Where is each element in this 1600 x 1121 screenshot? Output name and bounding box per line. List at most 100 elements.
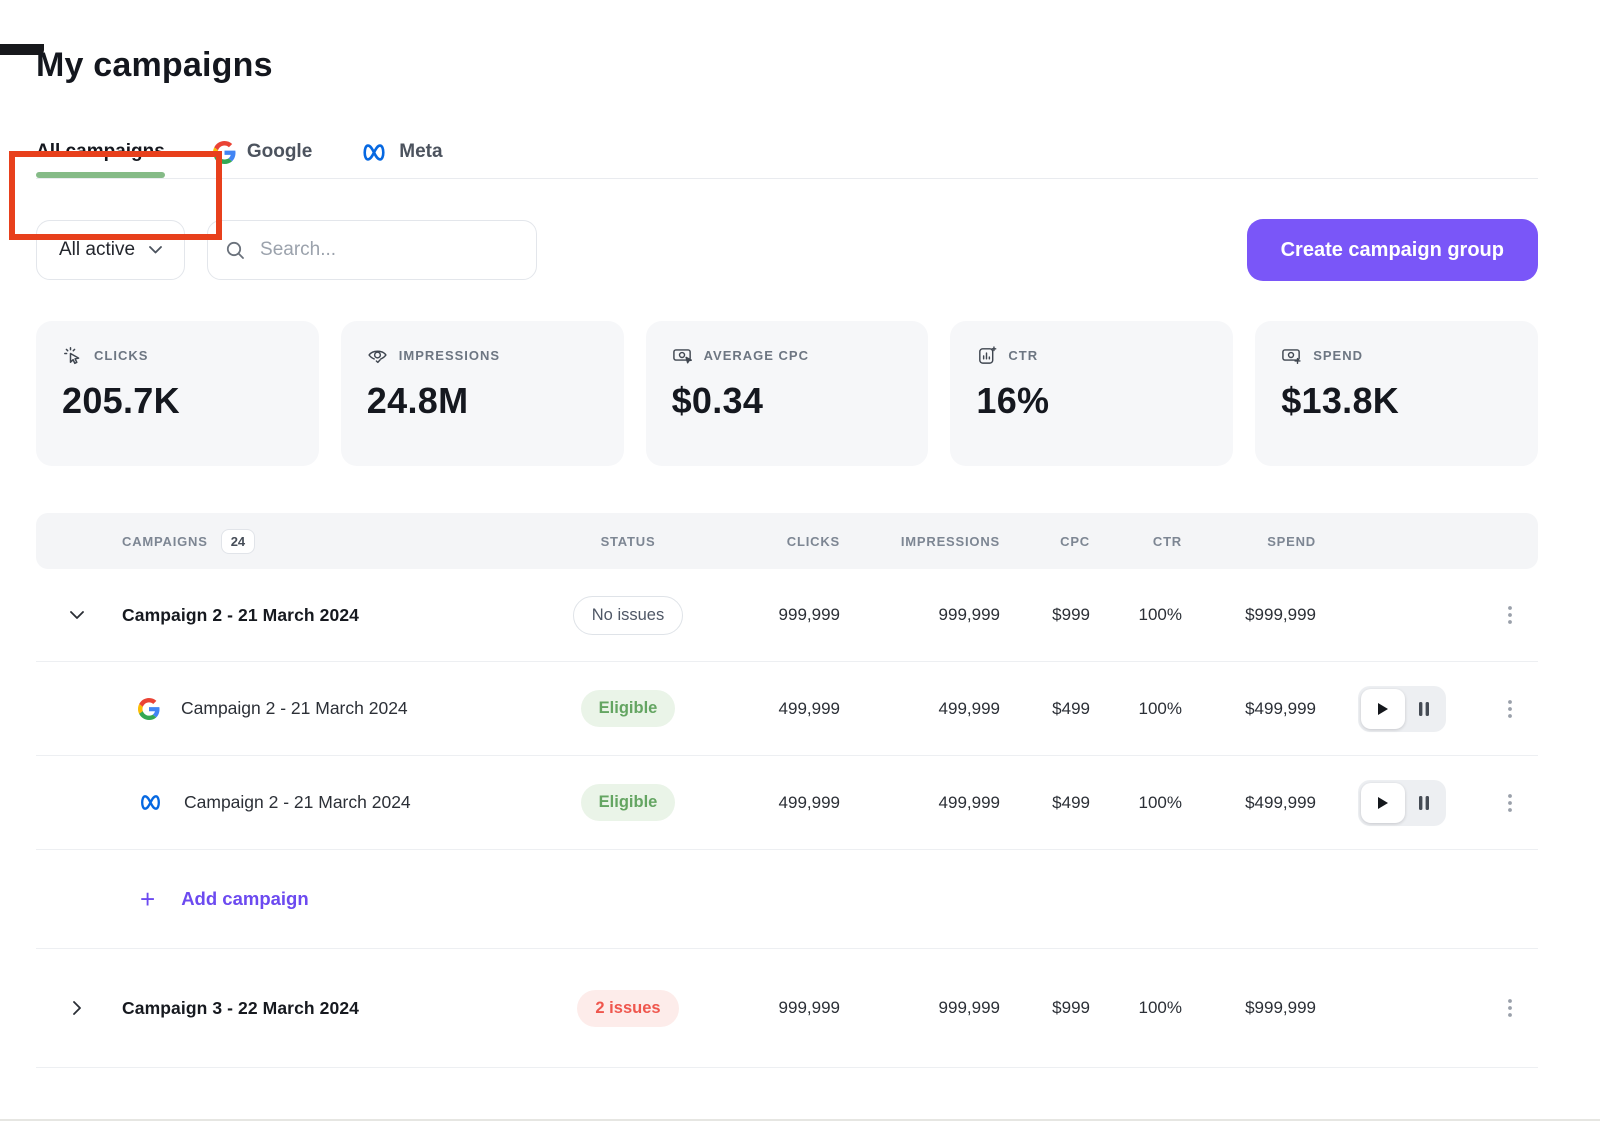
stat-label: AVERAGE CPC [703, 348, 809, 363]
status-badge: Eligible [580, 784, 676, 821]
spend-value: $999,999 [1245, 998, 1316, 1017]
table-header-row: CAMPAIGNS 24 STATUS CLICKS IMPRESSIONS C… [36, 513, 1538, 569]
pause-button[interactable] [1405, 689, 1443, 729]
stats-cards: CLICKS 205.7K IMPRESSIONS 24.8M [36, 321, 1538, 466]
table-row: + Add campaign [36, 850, 1538, 949]
campaign-name: Campaign 2 - 21 March 2024 [181, 698, 408, 718]
table-row[interactable]: Campaign 3 - 22 March 2024 2 issues 999,… [36, 949, 1538, 1068]
chevron-right-icon[interactable] [68, 1001, 86, 1015]
chevron-down-icon [149, 246, 162, 254]
plus-icon: + [140, 884, 156, 914]
clicks-icon [62, 345, 83, 366]
campaign-name: Campaign 3 - 22 March 2024 [122, 997, 360, 1018]
stat-label: CTR [1008, 348, 1039, 363]
play-button[interactable] [1361, 688, 1405, 729]
ctr-value: 100% [1138, 605, 1182, 624]
stat-value: 16% [976, 380, 1050, 421]
google-icon [212, 140, 236, 164]
kebab-menu-button[interactable] [1502, 788, 1518, 818]
tab-meta[interactable]: Meta [360, 120, 443, 178]
header-spend: SPEND [1267, 533, 1316, 549]
kebab-menu-button[interactable] [1502, 600, 1518, 630]
campaigns-table: CAMPAIGNS 24 STATUS CLICKS IMPRESSIONS C… [36, 513, 1538, 1068]
status-badge: Eligible [580, 690, 676, 727]
spend-value: $499,999 [1245, 698, 1316, 718]
kebab-menu-button[interactable] [1502, 993, 1518, 1023]
stat-value: $0.34 [671, 380, 764, 421]
stat-value: $13.8K [1281, 380, 1400, 421]
table-row[interactable]: Campaign 2 - 21 March 2024 Eligible 499,… [36, 662, 1538, 756]
my-campaigns-page: My campaigns All campaigns Google [0, 44, 1600, 1068]
play-pause-toggle [1358, 685, 1446, 732]
stat-value: 24.8M [366, 380, 469, 421]
header-campaigns: CAMPAIGNS [122, 533, 208, 549]
google-icon [138, 697, 160, 720]
stat-label: SPEND [1313, 348, 1363, 363]
clicks-value: 499,999 [778, 792, 840, 812]
impressions-icon [367, 345, 388, 366]
header-ctr: CTR [1152, 533, 1182, 549]
play-pause-toggle [1358, 779, 1446, 826]
header-cpc: CPC [1060, 533, 1090, 549]
campaign-name: Campaign 2 - 21 March 2024 [122, 604, 360, 625]
table-row[interactable]: Campaign 2 - 21 March 2024 Eligible 499,… [36, 756, 1538, 850]
play-button[interactable] [1361, 782, 1405, 823]
cpc-value: $999 [1052, 998, 1090, 1017]
tab-label: All campaigns [36, 141, 165, 162]
impressions-value: 999,999 [938, 998, 1000, 1017]
average-cpc-icon [672, 345, 693, 366]
ctr-value: 100% [1138, 698, 1182, 718]
status-badge: No issues [572, 595, 684, 635]
spend-value: $499,999 [1245, 792, 1316, 812]
stat-label: IMPRESSIONS [398, 348, 501, 363]
cpc-value: $999 [1052, 605, 1090, 624]
tab-google[interactable]: Google [212, 120, 313, 178]
spend-icon [1281, 345, 1302, 366]
add-campaign-button[interactable]: + Add campaign [36, 886, 1538, 912]
stat-card-spend: SPEND $13.8K [1255, 321, 1538, 466]
ctr-value: 100% [1138, 792, 1182, 812]
search-icon [225, 240, 245, 265]
clicks-value: 999,999 [778, 605, 840, 624]
chevron-down-icon[interactable] [68, 610, 86, 620]
tab-label: Google [246, 141, 313, 162]
stat-value: 205.7K [62, 380, 180, 421]
header-status: STATUS [600, 533, 656, 549]
spend-value: $999,999 [1245, 605, 1316, 624]
table-row[interactable]: Campaign 2 - 21 March 2024 No issues 999… [36, 569, 1538, 662]
status-filter-dropdown[interactable]: All active [36, 220, 186, 280]
tab-label: Meta [399, 141, 443, 162]
stat-card-average-cpc: AVERAGE CPC $0.34 [645, 321, 929, 466]
tabs-bar: All campaigns Google Meta [36, 120, 1538, 179]
search-box [207, 220, 538, 280]
header-clicks: CLICKS [786, 533, 840, 549]
stat-card-impressions: IMPRESSIONS 24.8M [340, 321, 624, 466]
filter-bar: All active Create campaign group [36, 219, 1538, 281]
meta-icon [360, 143, 388, 162]
cpc-value: $499 [1052, 792, 1090, 812]
stat-label: CLICKS [94, 348, 149, 363]
meta-icon [138, 794, 163, 811]
campaign-count-badge: 24 [220, 528, 256, 554]
cpc-value: $499 [1052, 698, 1090, 718]
ctr-value: 100% [1138, 998, 1182, 1017]
kebab-menu-button[interactable] [1502, 694, 1518, 724]
create-campaign-group-button[interactable]: Create campaign group [1246, 219, 1538, 281]
impressions-value: 499,999 [938, 792, 1000, 812]
status-badge: 2 issues [577, 989, 679, 1027]
screen-corner-artifact [0, 44, 44, 55]
add-campaign-label: Add campaign [181, 888, 309, 909]
tab-all-campaigns[interactable]: All campaigns [36, 120, 165, 178]
stat-card-clicks: CLICKS 205.7K [36, 321, 319, 466]
pause-button[interactable] [1405, 783, 1443, 823]
header-impressions: IMPRESSIONS [900, 533, 1000, 549]
stat-card-ctr: CTR 16% [950, 321, 1234, 466]
search-input[interactable] [207, 220, 538, 280]
clicks-value: 999,999 [778, 998, 840, 1017]
page-title: My campaigns [36, 46, 273, 84]
clicks-value: 499,999 [778, 698, 840, 718]
ctr-icon [976, 345, 997, 366]
impressions-value: 499,999 [938, 698, 1000, 718]
impressions-value: 999,999 [938, 605, 1000, 624]
campaign-name: Campaign 2 - 21 March 2024 [184, 792, 411, 812]
